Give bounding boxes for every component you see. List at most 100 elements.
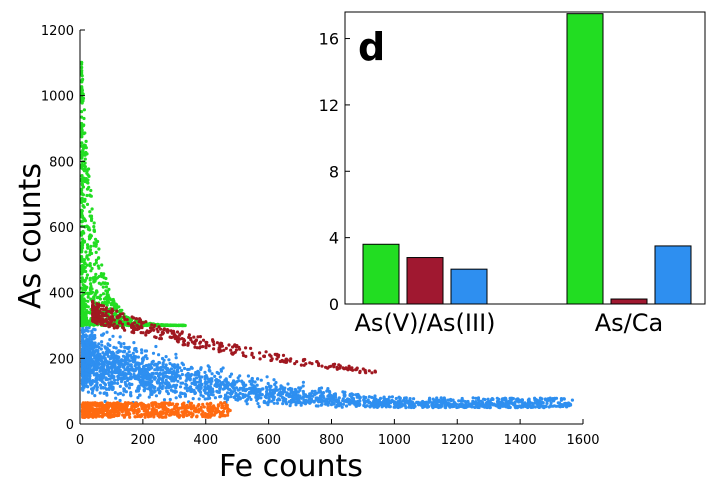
red-point bbox=[110, 315, 113, 318]
blue-point bbox=[90, 334, 93, 337]
orange-point bbox=[190, 415, 193, 418]
red-point bbox=[116, 326, 119, 329]
blue-point bbox=[87, 330, 90, 333]
red-point bbox=[166, 331, 169, 334]
blue-point bbox=[100, 344, 103, 347]
orange-point bbox=[125, 407, 128, 410]
blue-point bbox=[111, 335, 114, 338]
blue-point bbox=[153, 391, 156, 394]
blue-point bbox=[273, 402, 276, 405]
green-point bbox=[89, 189, 92, 192]
blue-point bbox=[211, 372, 214, 375]
y-tick-label: 1200 bbox=[41, 24, 74, 39]
blue-point bbox=[209, 390, 212, 393]
blue-point bbox=[173, 366, 176, 369]
blue-point bbox=[123, 374, 126, 377]
blue-point bbox=[389, 405, 392, 408]
orange-point bbox=[127, 413, 130, 416]
blue-point bbox=[100, 347, 103, 350]
blue-point bbox=[286, 382, 289, 385]
blue-point bbox=[153, 363, 156, 366]
red-point bbox=[98, 315, 101, 318]
red-point bbox=[241, 351, 244, 354]
blue-point bbox=[95, 344, 98, 347]
red-point bbox=[95, 302, 98, 305]
blue-point bbox=[304, 402, 307, 405]
blue-point bbox=[108, 374, 111, 377]
blue-point bbox=[166, 375, 169, 378]
blue-point bbox=[333, 393, 336, 396]
blue-point bbox=[443, 396, 446, 399]
x-tick-label: 200 bbox=[130, 433, 155, 448]
blue-point bbox=[85, 347, 88, 350]
blue-point bbox=[435, 400, 438, 403]
blue-point bbox=[149, 363, 152, 366]
red-point bbox=[113, 322, 116, 325]
green-point bbox=[85, 276, 88, 279]
blue-point bbox=[101, 351, 104, 354]
blue-point bbox=[315, 392, 318, 395]
red-point bbox=[161, 331, 164, 334]
blue-point bbox=[119, 377, 122, 380]
red-point bbox=[159, 334, 162, 337]
y-tick-label: 600 bbox=[49, 221, 74, 236]
green-point bbox=[111, 300, 114, 303]
red-point bbox=[282, 354, 285, 357]
blue-point bbox=[205, 376, 208, 379]
blue-point bbox=[146, 378, 149, 381]
blue-point bbox=[358, 397, 361, 400]
blue-point bbox=[140, 348, 143, 351]
blue-point bbox=[321, 403, 324, 406]
green-point bbox=[86, 170, 89, 173]
red-point bbox=[289, 357, 292, 360]
blue-point bbox=[265, 390, 268, 393]
orange-point bbox=[134, 401, 137, 404]
red-point bbox=[348, 365, 351, 368]
blue-point bbox=[114, 397, 117, 400]
blue-point bbox=[461, 403, 464, 406]
blue-point bbox=[348, 394, 351, 397]
orange-point bbox=[118, 412, 121, 415]
blue-point bbox=[175, 396, 178, 399]
red-point bbox=[105, 318, 108, 321]
blue-point bbox=[128, 382, 131, 385]
blue-point bbox=[122, 393, 125, 396]
blue-point bbox=[567, 401, 570, 404]
green-point bbox=[82, 132, 85, 135]
orange-point bbox=[82, 411, 85, 414]
orange-point bbox=[164, 412, 167, 415]
blue-point bbox=[81, 372, 84, 375]
orange-point bbox=[84, 404, 87, 407]
blue-point bbox=[315, 404, 318, 407]
red-point bbox=[158, 337, 161, 340]
blue-point bbox=[111, 370, 114, 373]
blue-point bbox=[165, 379, 168, 382]
orange-point bbox=[82, 408, 85, 411]
orange-point bbox=[144, 413, 147, 416]
blue-point bbox=[96, 352, 99, 355]
green-point bbox=[91, 207, 94, 210]
blue-point bbox=[546, 399, 549, 402]
blue-point bbox=[157, 380, 160, 383]
blue-point bbox=[112, 346, 115, 349]
red-point bbox=[121, 326, 124, 329]
blue-point bbox=[81, 365, 84, 368]
blue-point bbox=[345, 404, 348, 407]
orange-point bbox=[158, 415, 161, 418]
orange-point bbox=[200, 408, 203, 411]
blue-point bbox=[233, 389, 236, 392]
blue-point bbox=[511, 402, 514, 405]
green-point bbox=[84, 266, 87, 269]
blue-point bbox=[102, 386, 105, 389]
blue-point bbox=[276, 402, 279, 405]
blue-point bbox=[289, 394, 292, 397]
blue-point bbox=[248, 380, 251, 383]
red-point bbox=[147, 331, 150, 334]
y-tick-label: 0 bbox=[66, 418, 74, 433]
blue-point bbox=[81, 380, 84, 383]
blue-point bbox=[119, 399, 122, 402]
red-point bbox=[316, 360, 319, 363]
orange-point bbox=[143, 407, 146, 410]
blue-point bbox=[382, 397, 385, 400]
green-point bbox=[88, 210, 91, 213]
